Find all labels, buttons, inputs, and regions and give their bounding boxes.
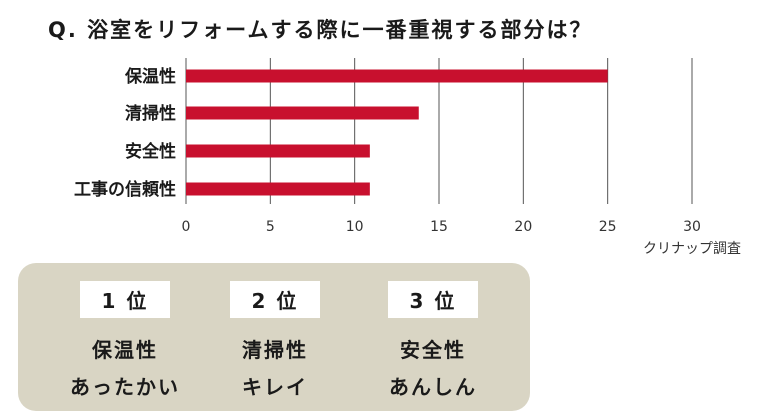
x-tick-label: 25: [599, 219, 617, 235]
rank-badge: 2 位: [229, 281, 321, 318]
bar: [186, 182, 370, 196]
x-tick-label: 0: [182, 219, 191, 235]
rank-name: 安全性: [400, 338, 466, 362]
x-tick-label: 15: [430, 219, 448, 235]
category-label: 清掃性: [125, 103, 176, 124]
category-label: 安全性: [125, 141, 176, 162]
bar: [186, 106, 419, 120]
x-tick-label: 10: [346, 219, 364, 235]
ranking-panel: 1 位 保温性 あったかい 2 位 清掃性 キレイ 3 位 安全性 あんしん: [18, 263, 530, 411]
rank-badge: 3 位: [387, 281, 479, 318]
rank-name: 清掃性: [242, 338, 308, 362]
rank-description: あんしん: [389, 375, 477, 399]
rank-name: 保温性: [92, 338, 158, 362]
bar: [186, 144, 370, 158]
x-tick-label: 20: [514, 219, 532, 235]
bar-layer: [186, 69, 608, 196]
x-tick-label: 30: [683, 219, 701, 235]
bar: [186, 69, 608, 83]
ranking-item-1: 1 位 保温性 あったかい: [50, 281, 200, 400]
source-note: クリナップ調査: [643, 241, 741, 257]
rank-description: あったかい: [70, 375, 180, 399]
category-label: 工事の信頼性: [74, 179, 176, 200]
question-title: Q. 浴室をリフォームする際に一番重視する部分は？: [48, 18, 593, 42]
rank-description: キレイ: [242, 375, 308, 399]
ranking-item-3: 3 位 安全性 あんしん: [358, 281, 508, 400]
ranking-item-2: 2 位 清掃性 キレイ: [200, 281, 350, 400]
x-tick-label: 5: [266, 219, 275, 235]
rank-badge: 1 位: [79, 281, 171, 318]
category-label: 保温性: [124, 66, 176, 87]
